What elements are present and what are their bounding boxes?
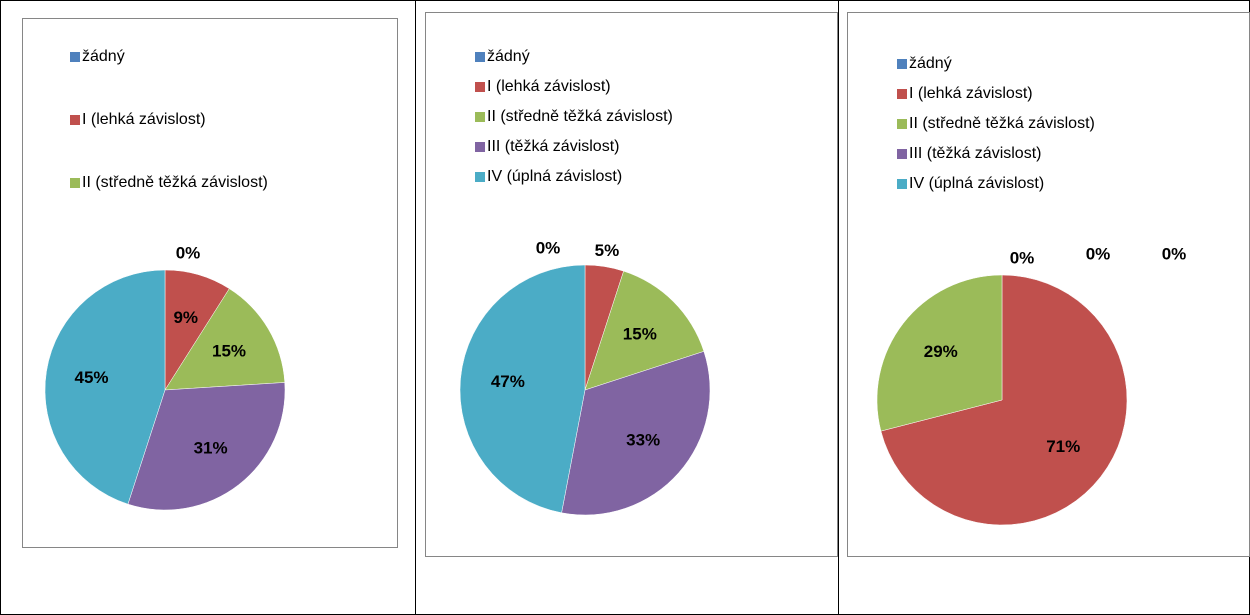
legend-label: II (středně těžká závislost)	[909, 115, 1095, 132]
data-label: 29%	[924, 342, 958, 361]
data-label: 9%	[173, 308, 198, 327]
pie-slice	[459, 264, 586, 514]
legend-swatch	[897, 119, 907, 129]
pie-slice	[127, 382, 286, 511]
data-label: 71%	[1046, 437, 1080, 456]
legend-swatch	[475, 142, 485, 152]
legend-label: IV (úplná závislost)	[909, 175, 1044, 192]
legend-label: žádný	[487, 48, 530, 65]
data-label: 0%	[1162, 244, 1187, 263]
legend-label: žádný	[909, 55, 952, 72]
legend-label: III (těžká závislost)	[487, 138, 619, 155]
legend-swatch	[70, 115, 80, 125]
legend-swatch	[897, 59, 907, 69]
pie-slice	[561, 351, 711, 516]
legend-swatch	[475, 172, 485, 182]
legend-label: I (lehká závislost)	[909, 85, 1033, 102]
data-label: 5%	[595, 241, 620, 260]
legend-swatch	[897, 89, 907, 99]
legend-swatch	[70, 52, 80, 62]
data-label: 45%	[75, 368, 109, 387]
legend-swatch	[897, 149, 907, 159]
legend-swatch	[475, 112, 485, 122]
legend-swatch	[70, 178, 80, 188]
data-label: 33%	[626, 431, 660, 450]
pie-slice	[880, 274, 1128, 526]
data-label: 31%	[194, 438, 228, 457]
legend-swatch	[475, 82, 485, 92]
legend-label: III (těžká závislost)	[909, 145, 1041, 162]
legend-label: I (lehká závislost)	[82, 111, 206, 128]
pie-slice	[44, 269, 166, 505]
legend-label: žádný	[82, 48, 125, 65]
pie-slice	[876, 274, 1003, 432]
legend-label: IV (úplná závislost)	[487, 168, 622, 185]
legend-swatch	[897, 179, 907, 189]
data-label: 15%	[623, 325, 657, 344]
data-label: 0%	[176, 243, 201, 262]
legend-swatch	[475, 52, 485, 62]
legend-label: II (středně těžká závislost)	[487, 108, 673, 125]
data-label: 0%	[536, 238, 561, 257]
data-label: 15%	[212, 342, 246, 361]
legend-label: II (středně těžká závislost)	[82, 174, 268, 191]
legend-label: I (lehká závislost)	[487, 78, 611, 95]
data-label: 47%	[491, 372, 525, 391]
data-label: 0%	[1010, 248, 1035, 267]
pie-slice	[164, 288, 286, 391]
data-label: 0%	[1086, 244, 1111, 263]
pie-slice	[584, 270, 705, 391]
